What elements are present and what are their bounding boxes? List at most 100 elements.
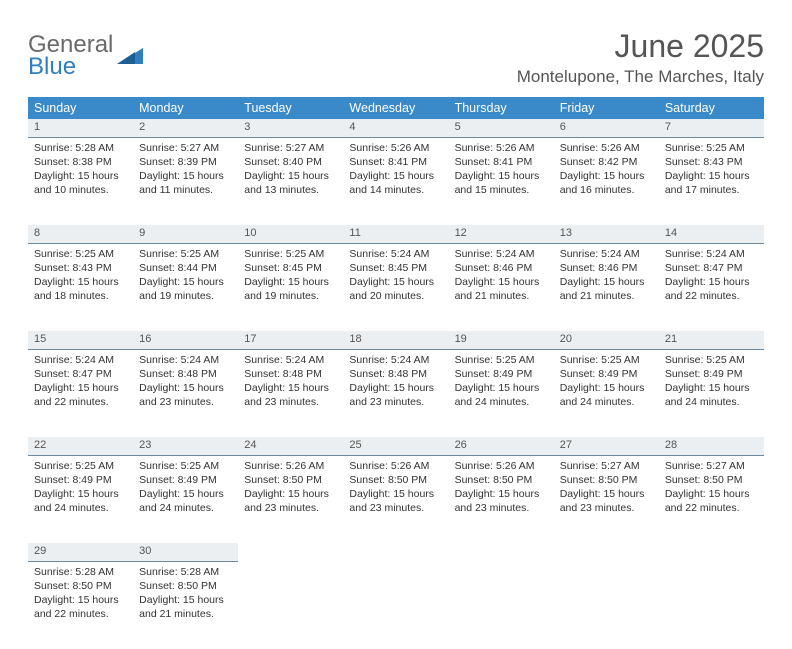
day-number-cell: 3	[238, 119, 343, 137]
day-number-cell: 27	[554, 437, 659, 455]
day-number-cell: 29	[28, 543, 133, 561]
daylight-line: Daylight: 15 hours and 24 minutes.	[139, 488, 224, 514]
daylight-line: Daylight: 15 hours and 23 minutes.	[560, 488, 645, 514]
daynum-row: 1234567	[28, 119, 764, 137]
day-cell: Sunrise: 5:28 AMSunset: 8:38 PMDaylight:…	[28, 137, 133, 225]
daynum-row: 2930	[28, 543, 764, 561]
day-cell: Sunrise: 5:24 AMSunset: 8:46 PMDaylight:…	[449, 243, 554, 331]
sunset-line: Sunset: 8:49 PM	[560, 368, 638, 380]
day-cell-body: Sunrise: 5:25 AMSunset: 8:43 PMDaylight:…	[659, 138, 764, 204]
daynum-row: 15161718192021	[28, 331, 764, 349]
day-number-cell: 21	[659, 331, 764, 349]
page: General Blue June 2025 Montelupone, The …	[0, 0, 792, 649]
day-number-cell: 25	[343, 437, 448, 455]
day-number-cell: 24	[238, 437, 343, 455]
sunrise-line: Sunrise: 5:27 AM	[665, 460, 745, 472]
sunrise-line: Sunrise: 5:25 AM	[244, 248, 324, 260]
daynum-row: 891011121314	[28, 225, 764, 243]
sunset-line: Sunset: 8:41 PM	[349, 156, 427, 168]
sunset-line: Sunset: 8:50 PM	[244, 474, 322, 486]
sunrise-line: Sunrise: 5:24 AM	[139, 354, 219, 366]
day-cell: Sunrise: 5:27 AMSunset: 8:39 PMDaylight:…	[133, 137, 238, 225]
sunset-line: Sunset: 8:50 PM	[139, 580, 217, 592]
day-cell-body: Sunrise: 5:26 AMSunset: 8:42 PMDaylight:…	[554, 138, 659, 204]
weekday-header: Friday	[554, 97, 659, 119]
day-cell: Sunrise: 5:25 AMSunset: 8:49 PMDaylight:…	[659, 349, 764, 437]
day-cell-body: Sunrise: 5:25 AM Sunset: 8:49 PM Daylight:…	[554, 350, 659, 416]
sunset-line: Sunset: 8:48 PM	[349, 368, 427, 380]
day-cell-body: Sunrise: 5:26 AM Sunset: 8:50 PM Daylight:…	[343, 456, 448, 522]
sunrise-line: Sunrise: 5:26 AM	[244, 460, 324, 472]
day-number-cell: 28	[659, 437, 764, 455]
weekday-header-row: SundayMondayTuesdayWednesdayThursdayFrid…	[28, 97, 764, 119]
sunrise-line: Sunrise: 5:25 AM	[34, 248, 114, 260]
daylight-line: Daylight: 15 hours and 13 minutes.	[244, 170, 329, 196]
day-cell-body: Sunrise: 5:27 AMSunset: 8:50 PMDaylight:…	[554, 456, 659, 522]
title-block: June 2025 Montelupone, The Marches, Ital…	[517, 28, 764, 87]
day-cell-body: Sunrise: 5:28 AMSunset: 8:50 PMDaylight:…	[133, 562, 238, 628]
sunset-line: Sunset: 8:38 PM	[34, 156, 112, 168]
sunrise-line: Sunrise: 5:26 AM	[455, 142, 535, 154]
daylight-line: Daylight: 15 hours and 22 minutes.	[665, 488, 750, 514]
day-cell-body: Sunrise: 5:24 AMSunset: 8:47 PMDaylight:…	[28, 350, 133, 416]
day-cell: Sunrise: 5:27 AM Sunset: 8:40 PM Daylight:…	[238, 137, 343, 225]
day-number-cell: 20	[554, 331, 659, 349]
day-cell	[554, 561, 659, 649]
day-cell-body: Sunrise: 5:27 AM Sunset: 8:40 PM Daylight:…	[238, 138, 343, 204]
day-cell	[238, 561, 343, 649]
daylight-line: Daylight: 15 hours and 14 minutes.	[349, 170, 434, 196]
day-number-cell: 17	[238, 331, 343, 349]
sunset-line: Sunset: 8:50 PM	[349, 474, 427, 486]
sunset-line: Sunset: 8:48 PM	[139, 368, 217, 380]
sunset-line: Sunset: 8:42 PM	[560, 156, 638, 168]
content-row: Sunrise: 5:25 AMSunset: 8:49 PMDaylight:…	[28, 455, 764, 543]
daylight-line: Daylight: 15 hours and 24 minutes.	[455, 382, 540, 408]
day-cell-body: Sunrise: 5:24 AMSunset: 8:45 PMDaylight:…	[343, 244, 448, 310]
daylight-line: Daylight: 15 hours and 22 minutes.	[665, 276, 750, 302]
day-cell-body: Sunrise: 5:24 AMSunset: 8:48 PMDaylight:…	[133, 350, 238, 416]
sunset-line: Sunset: 8:45 PM	[244, 262, 322, 274]
day-cell: Sunrise: 5:26 AM Sunset: 8:41 PM Daylight:…	[343, 137, 448, 225]
sunset-line: Sunset: 8:43 PM	[34, 262, 112, 274]
daylight-line: Daylight: 15 hours and 11 minutes.	[139, 170, 224, 196]
daylight-line: Daylight: 15 hours and 18 minutes.	[34, 276, 119, 302]
daylight-line: Daylight: 15 hours and 20 minutes.	[349, 276, 434, 302]
sunrise-line: Sunrise: 5:27 AM	[244, 142, 324, 154]
day-cell: Sunrise: 5:24 AMSunset: 8:48 PMDaylight:…	[238, 349, 343, 437]
sunrise-line: Sunrise: 5:26 AM	[560, 142, 640, 154]
sunrise-line: Sunrise: 5:24 AM	[349, 354, 429, 366]
day-cell-body: Sunrise: 5:25 AMSunset: 8:44 PMDaylight:…	[133, 244, 238, 310]
sunrise-line: Sunrise: 5:28 AM	[34, 142, 114, 154]
day-cell-body: Sunrise: 5:27 AMSunset: 8:50 PMDaylight:…	[659, 456, 764, 522]
daylight-line: Daylight: 15 hours and 23 minutes.	[244, 488, 329, 514]
day-cell: Sunrise: 5:26 AM Sunset: 8:50 PM Daylight:…	[343, 455, 448, 543]
daylight-line: Daylight: 15 hours and 24 minutes.	[560, 382, 645, 408]
day-number-cell	[554, 543, 659, 561]
sunset-line: Sunset: 8:49 PM	[665, 368, 743, 380]
day-number-cell: 8	[28, 225, 133, 243]
weekday-header: Wednesday	[343, 97, 448, 119]
day-number-cell: 4	[343, 119, 448, 137]
sunrise-line: Sunrise: 5:26 AM	[349, 460, 429, 472]
sunrise-line: Sunrise: 5:26 AM	[455, 460, 535, 472]
daynum-row: 22232425262728	[28, 437, 764, 455]
sunrise-line: Sunrise: 5:28 AM	[139, 566, 219, 578]
daylight-line: Daylight: 15 hours and 23 minutes.	[455, 488, 540, 514]
sunset-line: Sunset: 8:40 PM	[244, 156, 322, 168]
daylight-line: Daylight: 15 hours and 23 minutes.	[349, 488, 434, 514]
day-number-cell	[659, 543, 764, 561]
weekday-header: Thursday	[449, 97, 554, 119]
weekday-header: Saturday	[659, 97, 764, 119]
daylight-line: Daylight: 15 hours and 23 minutes.	[244, 382, 329, 408]
sunrise-line: Sunrise: 5:25 AM	[665, 142, 745, 154]
sunrise-line: Sunrise: 5:25 AM	[665, 354, 745, 366]
day-cell-body: Sunrise: 5:24 AMSunset: 8:46 PMDaylight:…	[449, 244, 554, 310]
day-number-cell: 10	[238, 225, 343, 243]
day-number-cell: 19	[449, 331, 554, 349]
day-cell: Sunrise: 5:25 AMSunset: 8:44 PMDaylight:…	[133, 243, 238, 331]
day-cell: Sunrise: 5:25 AMSunset: 8:49 PMDaylight:…	[133, 455, 238, 543]
day-cell: Sunrise: 5:24 AMSunset: 8:46 PMDaylight:…	[554, 243, 659, 331]
sunrise-line: Sunrise: 5:26 AM	[349, 142, 429, 154]
day-cell: Sunrise: 5:24 AMSunset: 8:45 PMDaylight:…	[343, 243, 448, 331]
sunrise-line: Sunrise: 5:25 AM	[560, 354, 640, 366]
